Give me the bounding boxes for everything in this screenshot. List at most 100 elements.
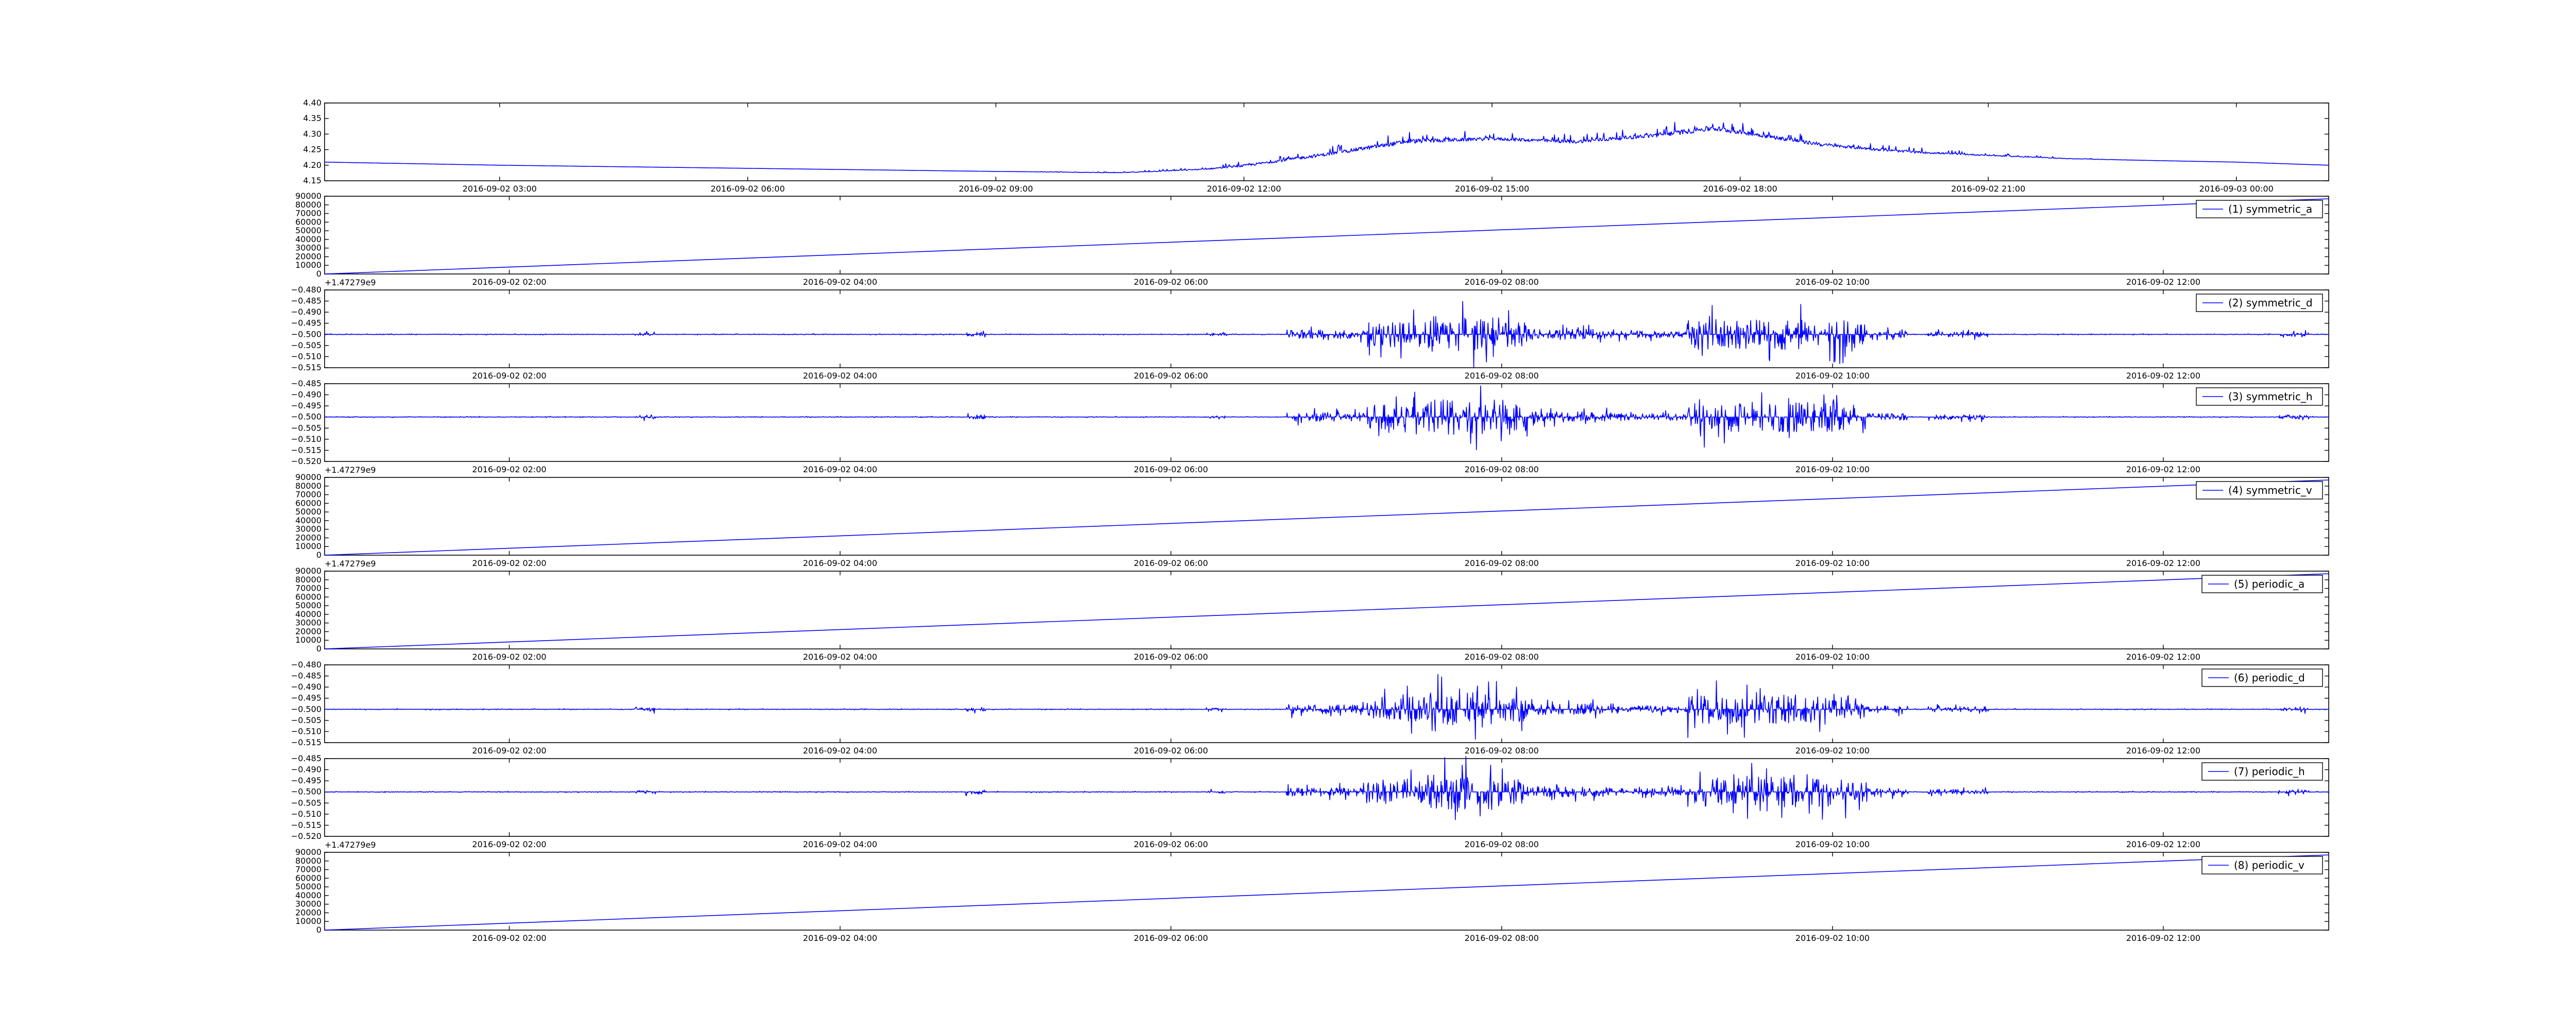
chart-panel: −0.515−0.510−0.505−0.500−0.495−0.490−0.4… (291, 660, 2329, 756)
x-tick-label: 2016-09-02 06:00 (710, 184, 785, 194)
y-tick-label: 30000 (295, 243, 321, 253)
plot-area (324, 289, 2329, 368)
y-tick-label: 30000 (295, 618, 321, 628)
series-line (324, 479, 2329, 556)
y-tick-label: 10000 (295, 635, 321, 645)
x-tick-label: 2016-09-02 12:00 (2126, 933, 2200, 943)
x-tick-label: 2016-09-02 08:00 (1465, 465, 1539, 474)
x-tick-label: 2016-09-02 04:00 (803, 839, 877, 849)
x-tick-label: 2016-09-02 04:00 (803, 277, 877, 287)
x-tick-label: 2016-09-02 18:00 (1703, 184, 1777, 194)
legend-label: (5) periodic_a (2234, 578, 2304, 590)
y-tick-label: −0.485 (291, 753, 321, 763)
y-tick-label: −0.505 (291, 423, 321, 433)
legend-label: (2) symmetric_d (2228, 297, 2313, 309)
x-tick-label: 2016-09-02 12:00 (2126, 277, 2200, 287)
x-tick-label: 2016-09-02 06:00 (1134, 371, 1208, 381)
y-tick-label: 50000 (295, 226, 321, 235)
y-tick-label: 70000 (295, 583, 321, 593)
legend-label: (6) periodic_d (2234, 672, 2305, 684)
y-tick-label: −0.490 (291, 307, 321, 317)
x-tick-label: 2016-09-02 02:00 (472, 746, 546, 756)
y-tick-label: 20000 (295, 251, 321, 261)
y-tick-label: −0.485 (291, 296, 321, 306)
x-tick-label: 2016-09-02 04:00 (803, 933, 877, 943)
y-tick-label: −0.495 (291, 401, 321, 410)
chart-panel: −0.520−0.515−0.510−0.505−0.500−0.495−0.4… (291, 753, 2329, 850)
x-tick-label: 2016-09-02 09:00 (959, 184, 1033, 194)
x-tick-label: 2016-09-02 10:00 (1795, 933, 1870, 943)
x-tick-label: 2016-09-02 04:00 (803, 746, 877, 756)
plot-area (324, 664, 2329, 743)
y-tick-label: 80000 (295, 575, 321, 585)
y-tick-label: −0.485 (291, 379, 321, 388)
y-tick-label: −0.515 (291, 737, 321, 747)
x-tick-label: 2016-09-02 06:00 (1134, 558, 1208, 568)
y-tick-label: 90000 (295, 191, 321, 201)
x-tick-label: 2016-09-02 12:00 (2126, 652, 2200, 662)
x-tick-label: 2016-09-02 03:00 (463, 184, 537, 194)
x-tick-label: 2016-09-02 06:00 (1134, 933, 1208, 943)
chart-panel: 0100002000030000400005000060000700008000… (295, 847, 2329, 943)
y-tick-label: 50000 (295, 600, 321, 610)
x-tick-label: 2016-09-02 02:00 (472, 277, 546, 287)
series-line (324, 301, 2329, 369)
y-tick-label: 80000 (295, 200, 321, 210)
y-tick-label: −0.510 (291, 434, 321, 444)
legend-label: (4) symmetric_v (2228, 484, 2312, 496)
y-tick-label: 20000 (295, 533, 321, 542)
x-tick-label: 2016-09-02 04:00 (803, 652, 877, 662)
y-tick-label: 0 (316, 644, 321, 654)
x-tick-label: 2016-09-02 04:00 (803, 371, 877, 381)
y-tick-label: 90000 (295, 847, 321, 857)
y-tick-label: 0 (316, 550, 321, 560)
y-tick-label: 80000 (295, 481, 321, 491)
chart-panel: −0.520−0.515−0.510−0.505−0.500−0.495−0.4… (291, 379, 2329, 475)
y-tick-label: 10000 (295, 260, 321, 270)
x-tick-label: 2016-09-02 02:00 (472, 465, 546, 474)
x-tick-label: 2016-09-02 15:00 (1455, 184, 1529, 194)
x-tick-label: 2016-09-02 12:00 (2126, 371, 2200, 381)
y-tick-label: −0.510 (291, 351, 321, 361)
x-tick-label: 2016-09-02 12:00 (2126, 746, 2200, 756)
series-line (325, 122, 2329, 174)
y-tick-label: 90000 (295, 566, 321, 576)
y-tick-label: 4.25 (303, 145, 321, 154)
x-tick-label: 2016-09-02 10:00 (1795, 558, 1870, 568)
chart-panel: 0100002000030000400005000060000700008000… (295, 191, 2329, 287)
x-offset-label: +1.47279e9 (325, 465, 376, 475)
y-tick-label: 0 (316, 925, 321, 935)
y-tick-label: −0.495 (291, 693, 321, 703)
y-tick-label: −0.505 (291, 715, 321, 725)
x-tick-label: 2016-09-02 10:00 (1795, 371, 1870, 381)
plot-area (324, 102, 2329, 181)
y-tick-label: 4.20 (303, 160, 321, 170)
series-line (324, 573, 2329, 649)
plot-area (324, 196, 2329, 274)
y-tick-label: −0.490 (291, 682, 321, 692)
plot-area (324, 477, 2329, 556)
x-tick-label: 2016-09-02 08:00 (1465, 652, 1539, 662)
y-tick-label: −0.495 (291, 318, 321, 328)
x-tick-label: 2016-09-02 04:00 (803, 465, 877, 474)
y-tick-label: −0.505 (291, 798, 321, 808)
x-tick-label: 2016-09-02 08:00 (1465, 839, 1539, 849)
series-line (324, 756, 2329, 820)
plot-area (324, 758, 2329, 837)
y-tick-label: 10000 (295, 541, 321, 551)
plot-area (324, 383, 2329, 462)
x-tick-label: 2016-09-02 10:00 (1795, 839, 1870, 849)
legend-label: (3) symmetric_h (2228, 390, 2313, 403)
x-tick-label: 2016-09-02 08:00 (1465, 371, 1539, 381)
y-tick-label: 0 (316, 269, 321, 279)
y-tick-label: 30000 (295, 524, 321, 534)
y-tick-label: 10000 (295, 916, 321, 926)
y-tick-label: −0.480 (291, 285, 321, 295)
y-tick-label: 90000 (295, 472, 321, 482)
x-tick-label: 2016-09-02 08:00 (1465, 933, 1539, 943)
x-tick-label: 2016-09-02 12:00 (1207, 184, 1281, 194)
y-tick-label: −0.515 (291, 445, 321, 455)
chart-panel: −0.515−0.510−0.505−0.500−0.495−0.490−0.4… (291, 285, 2329, 381)
y-tick-label: −0.510 (291, 726, 321, 736)
